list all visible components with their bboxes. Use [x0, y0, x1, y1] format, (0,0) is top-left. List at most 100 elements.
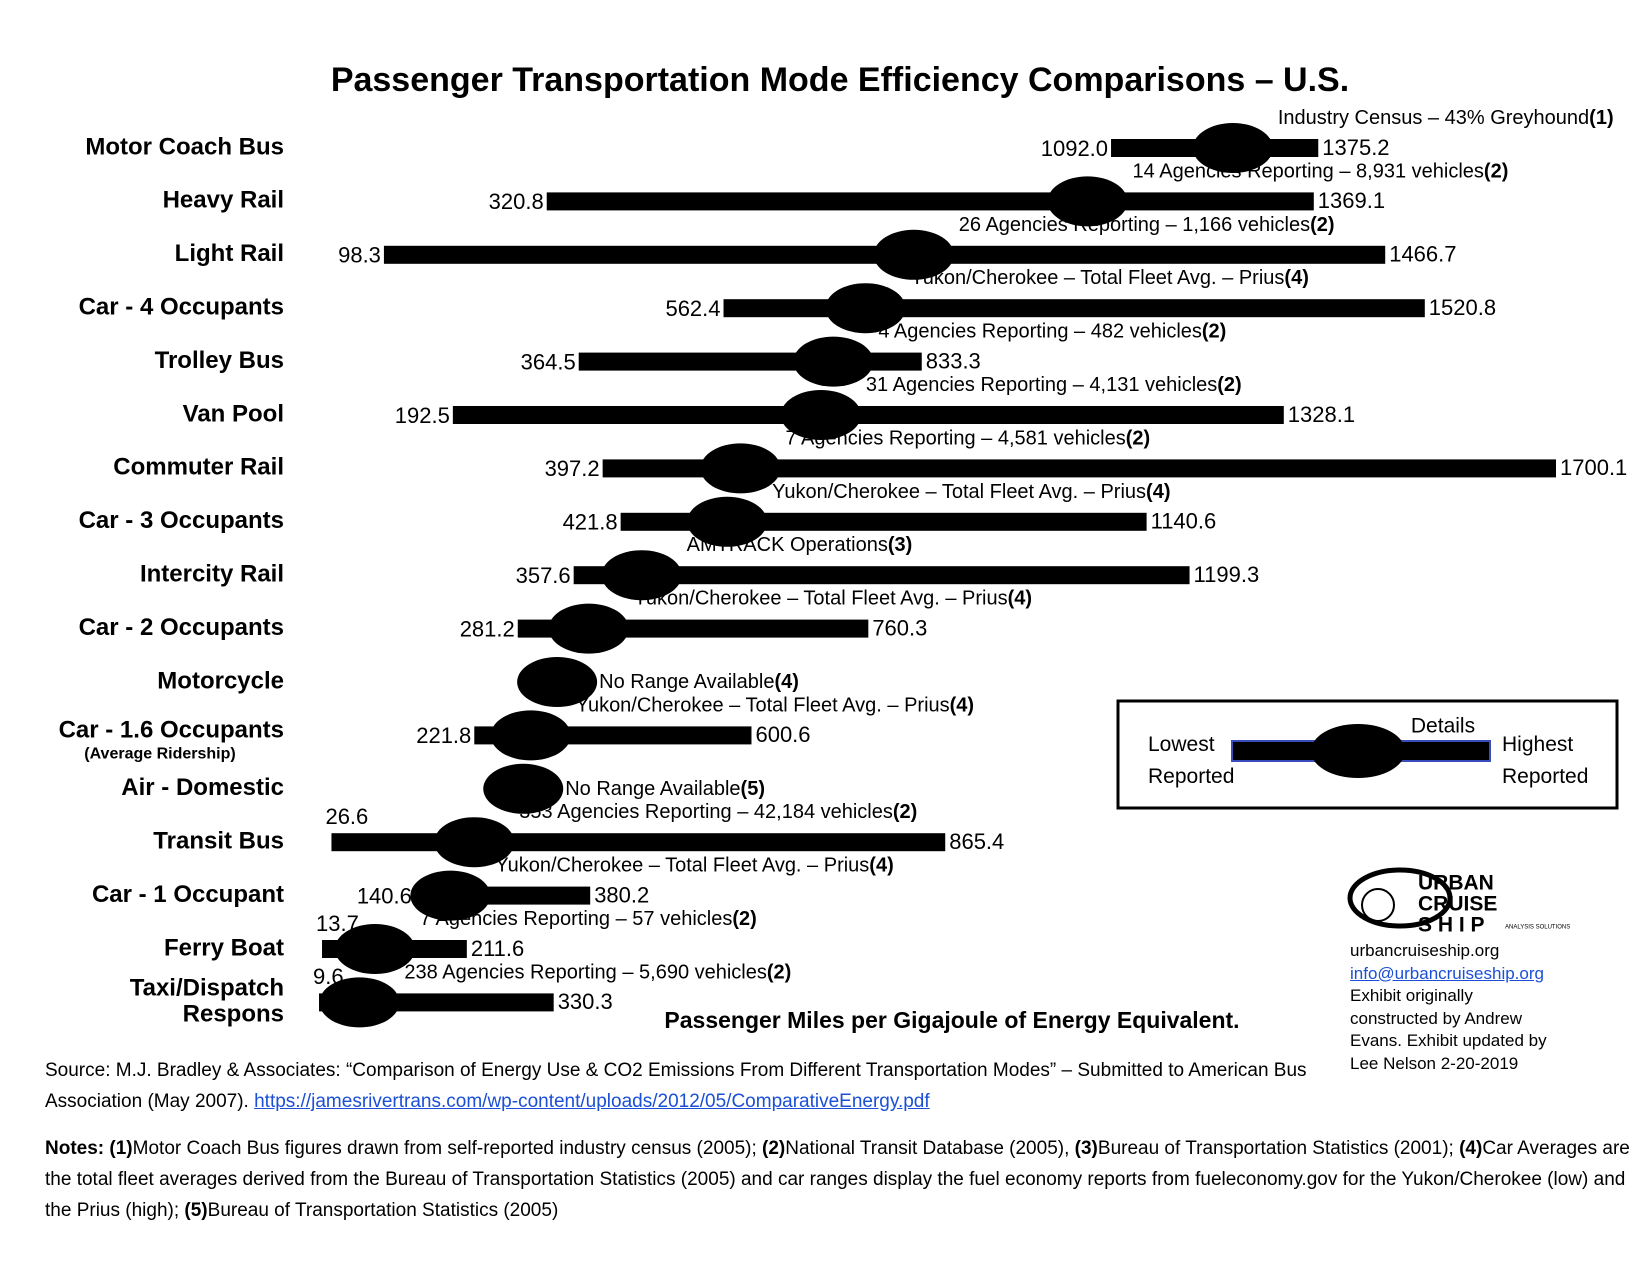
average-label: 221.8 — [448, 831, 501, 854]
detail-label: Yukon/Cherokee – Total Fleet Avg. – Priu… — [495, 855, 893, 877]
contact-credit: Lee Nelson 2-20-2019 — [1350, 1053, 1519, 1073]
detail-label: Yukon/Cherokee – Total Fleet Avg. – Priu… — [576, 695, 974, 717]
average-label: 712.5 — [807, 350, 860, 373]
category-label: Taxi/Dispatch Respons — [130, 975, 284, 1028]
detail-note: (4) — [1146, 481, 1170, 503]
note-text: Motor Coach Bus figures drawn from self-… — [132, 1138, 757, 1159]
note-text: Bureau of Transportation Statistics (200… — [1097, 1138, 1454, 1159]
low-label: 221.8 — [416, 723, 471, 748]
logo-text: S H I P — [1418, 914, 1485, 937]
note-mark: (3) — [1074, 1138, 1098, 1159]
average-ellipse — [780, 390, 861, 440]
average-label: 64.8 — [339, 991, 380, 1014]
source-link[interactable]: https://jamesrivertrans.com/wp-content/u… — [254, 1091, 930, 1112]
legend — [1116, 699, 1619, 810]
average-label: 695.5 — [795, 404, 848, 427]
average-label: 189.1 — [424, 884, 477, 907]
legend-entry: Highest Reported — [1502, 733, 1588, 788]
detail-label: AMTRACK Operations(3) — [687, 534, 913, 556]
note-text: National Transit Database (2005), — [785, 1138, 1070, 1159]
category-label: Intercity Rail — [140, 561, 284, 588]
average-ellipse — [700, 443, 781, 494]
legend-details: Details — [1411, 715, 1475, 738]
detail-note: (1) — [1589, 107, 1613, 129]
average-label: 1258.5 — [1201, 137, 1266, 160]
range-bar — [546, 192, 1314, 211]
note-text: Bureau of Transportation Statistics (200… — [207, 1200, 559, 1221]
low-label: 281.2 — [460, 616, 515, 641]
contact: urbancruiseship.org info@urbancruiseship… — [1350, 940, 1640, 1075]
detail-note: (4) — [1008, 588, 1032, 610]
detail-text: 353 Agencies Reporting – 42,184 vehicles — [519, 801, 893, 823]
contact-credit: Exhibit originally — [1350, 986, 1473, 1005]
category-label: Motor Coach Bus — [85, 133, 284, 160]
category-label: Heavy Rail — [163, 187, 284, 214]
contact-credit: constructed by Andrew — [1350, 1008, 1522, 1028]
source-text: Source: M.J. Bradley & Associates: “Comp… — [45, 1060, 1307, 1112]
logo-text: URBAN — [1418, 872, 1494, 895]
detail-note: (4) — [1284, 267, 1308, 289]
average-ellipse — [548, 603, 629, 654]
logo-text: CRUISE — [1418, 893, 1497, 916]
average-label: 298.9 — [504, 724, 557, 747]
category-label: Ferry Boat — [164, 934, 284, 961]
detail-note: (2) — [767, 962, 791, 984]
high-label: 211.6 — [471, 936, 524, 961]
average-label: 1059.9 — [1055, 190, 1119, 213]
high-label: 1140.6 — [1151, 509, 1217, 534]
detail-text: Yukon/Cherokee – Total Fleet Avg. – Priu… — [576, 695, 950, 717]
low-label: 98.3 — [338, 243, 381, 268]
detail-note: (4) — [869, 855, 893, 877]
category-label: Air - Domestic — [121, 774, 284, 801]
high-label: 1199.3 — [1194, 562, 1260, 587]
high-label: 833.3 — [926, 348, 981, 373]
category-label: Car - 1 Occupant — [92, 881, 284, 908]
average-ellipse — [319, 977, 400, 1028]
logo-globe — [1361, 888, 1395, 922]
logo — [1347, 867, 1453, 929]
detail-text: 7 Agencies Reporting – 4,581 vehicles — [785, 428, 1125, 450]
category-label: Transit Bus — [153, 828, 284, 855]
detail-text: No Range Available — [599, 671, 774, 693]
detail-note: (3) — [888, 534, 912, 556]
average-ellipse — [793, 336, 874, 387]
note-mark: (2) — [762, 1138, 786, 1159]
detail-label: No Range Available(5) — [565, 778, 765, 800]
legend-entry: Lowest Reported — [1148, 733, 1234, 788]
high-label: 1466.7 — [1389, 242, 1456, 267]
logo-tagline: ANALYSIS SOLUTIONS — [1505, 925, 1570, 931]
detail-text: No Range Available — [565, 778, 740, 800]
detail-label: 353 Agencies Reporting – 42,184 vehicles… — [519, 801, 917, 823]
category-label: Car - 2 Occupants — [79, 614, 284, 641]
average-ellipse — [687, 496, 768, 547]
detail-text: 4 Agencies Reporting – 482 vehicles — [878, 321, 1202, 343]
average-label: 86.0 — [354, 938, 395, 961]
detail-text: 238 Agencies Reporting – 5,690 vehicles — [404, 962, 766, 984]
average-ellipse — [601, 550, 682, 601]
average-ellipse — [334, 924, 415, 974]
detail-note: (5) — [741, 778, 765, 800]
detail-text: AMTRACK Operations — [687, 534, 888, 556]
average-label: 450.5 — [615, 564, 668, 587]
average-ellipse — [517, 657, 598, 707]
high-label: 1369.1 — [1318, 188, 1385, 213]
detail-text: 26 Agencies Reporting – 1,166 vehicles — [959, 214, 1310, 236]
detail-label: 7 Agencies Reporting – 4,581 vehicles(2) — [785, 428, 1150, 450]
average-ellipse — [410, 870, 491, 921]
low-label: 421.8 — [563, 510, 618, 535]
range-bar — [602, 459, 1556, 478]
low-label: 357.6 — [516, 563, 571, 588]
detail-label: Yukon/Cherokee – Total Fleet Avg. – Priu… — [772, 481, 1170, 503]
average-label: 756.4 — [839, 297, 892, 320]
detail-text: Yukon/Cherokee – Total Fleet Avg. – Priu… — [634, 588, 1008, 610]
contact-email[interactable]: info@urbancruiseship.org — [1350, 963, 1544, 983]
detail-label: 7 Agencies Reporting – 57 vehicles(2) — [420, 908, 757, 930]
detail-label: Yukon/Cherokee – Total Fleet Avg. – Priu… — [634, 588, 1032, 610]
detail-note: (2) — [1217, 374, 1241, 396]
average-ellipse — [490, 710, 571, 761]
category-label: Trolley Bus — [155, 347, 284, 374]
category-label: Light Rail — [175, 240, 284, 267]
low-label: 1092.0 — [1041, 136, 1108, 161]
